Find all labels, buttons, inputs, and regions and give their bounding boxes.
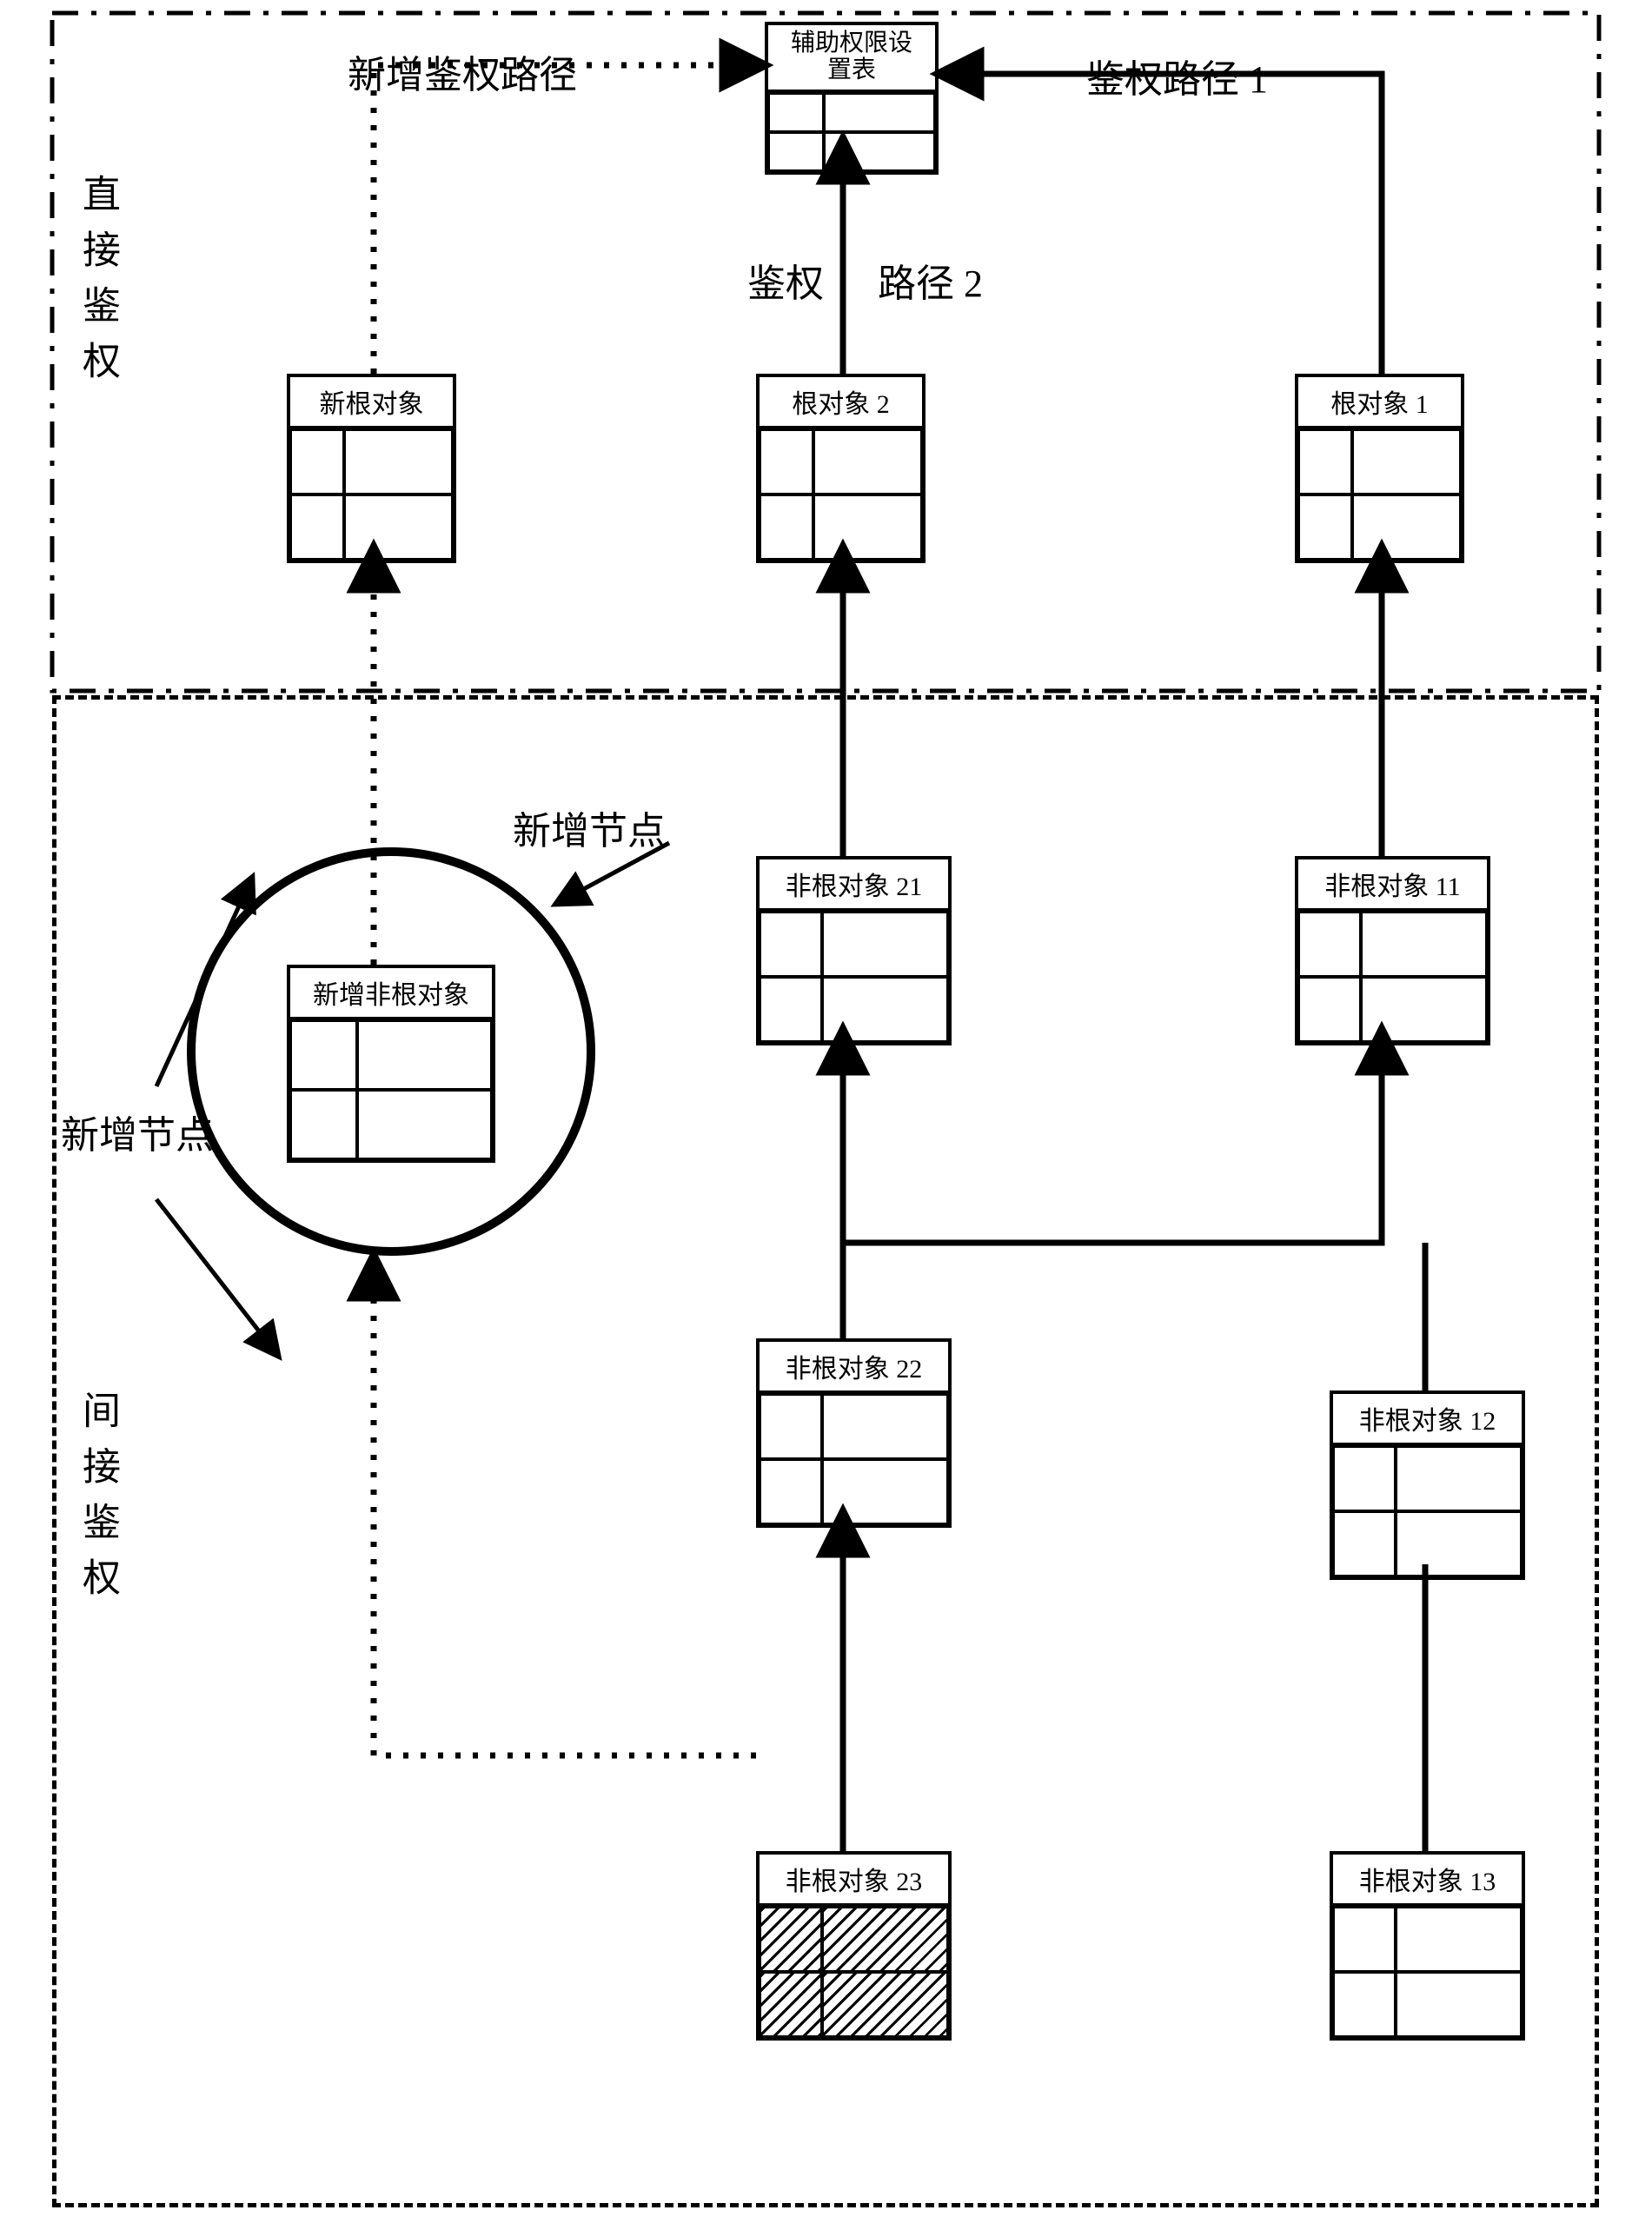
label-direct-auth: 直接鉴权: [70, 174, 125, 396]
label-auth-path-2a: 鉴权: [747, 252, 824, 308]
node-nonroot-22: 非根对象 22: [756, 1338, 952, 1528]
label-new-auth-path: 新增鉴权路径: [348, 43, 577, 99]
node-new-root: 新根对象: [287, 374, 456, 563]
node-title: 新增非根对象: [290, 968, 492, 1020]
node-root-2: 根对象 2: [756, 374, 926, 563]
label-new-node-left: 新增节点: [61, 1104, 214, 1159]
node-nonroot-13: 非根对象 13: [1330, 1851, 1525, 2041]
node-title: 非根对象 21: [760, 859, 948, 912]
node-aux-permission-table: 辅助权限设置表: [765, 22, 939, 175]
node-title: 非根对象 11: [1298, 859, 1487, 912]
node-nonroot-21: 非根对象 21: [756, 856, 952, 1045]
node-title: 非根对象 13: [1333, 1855, 1522, 1907]
node-title: 根对象 2: [760, 377, 922, 429]
diagram-canvas: 直接鉴权 间接鉴权 新增鉴权路径 鉴权路径 1 鉴权 路径 2 新增节点 新增节…: [0, 0, 1652, 2230]
node-title: 新根对象: [290, 377, 453, 429]
node-nonroot-11: 非根对象 11: [1295, 856, 1490, 1045]
node-title: 非根对象 12: [1333, 1394, 1522, 1446]
e-newroot-aux: [374, 65, 765, 374]
node-nonroot-23: 非根对象 23: [756, 1851, 952, 2041]
node-nonroot-12: 非根对象 12: [1330, 1390, 1525, 1580]
label-new-node-top: 新增节点: [513, 800, 666, 855]
node-root-1: 根对象 1: [1295, 374, 1464, 563]
node-title: 非根对象 22: [760, 1342, 948, 1394]
label-indirect-auth: 间接鉴权: [70, 1390, 125, 1613]
e-root1-aux: [939, 74, 1382, 374]
node-new-nonroot: 新增非根对象: [287, 965, 495, 1163]
node-title: 非根对象 23: [760, 1855, 948, 1907]
label-auth-path-2b: 路径 2: [878, 252, 983, 308]
node-title: 根对象 1: [1298, 377, 1461, 429]
node-title: 辅助权限设置表: [768, 25, 935, 93]
label-auth-path-1: 鉴权路径 1: [1086, 48, 1268, 103]
